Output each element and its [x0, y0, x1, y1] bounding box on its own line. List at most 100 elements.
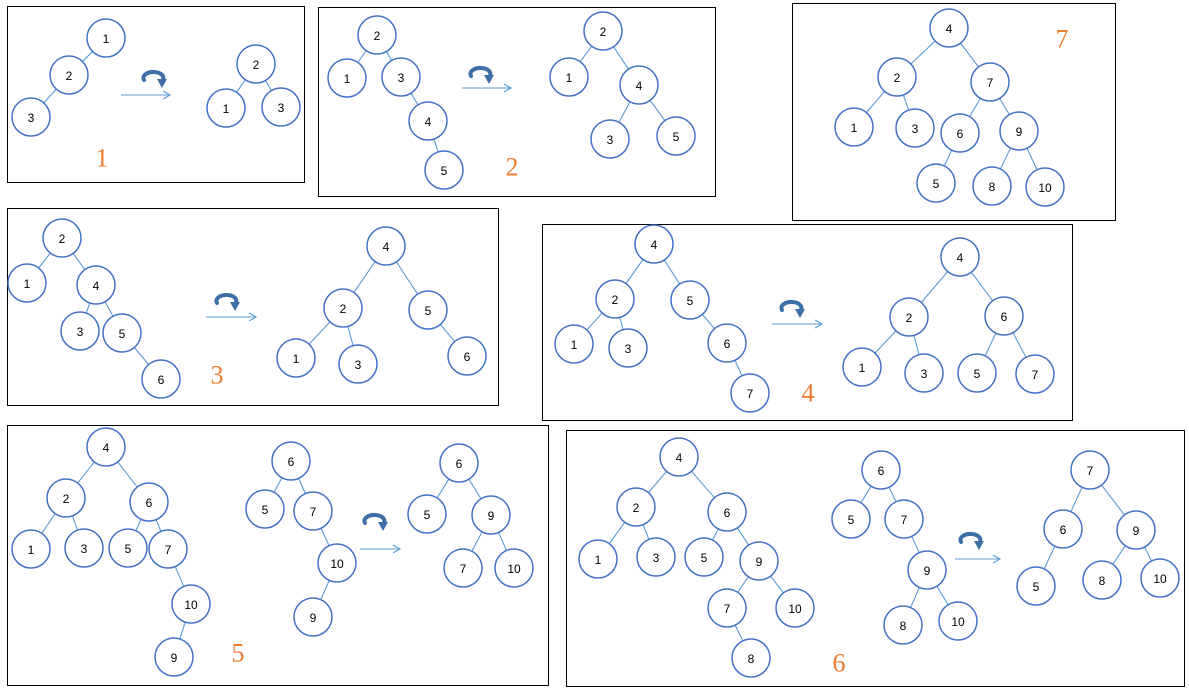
tree-node: 4	[929, 8, 969, 48]
node-label: 5	[441, 164, 448, 178]
tree-node: 2	[616, 487, 656, 527]
tree-edge	[910, 587, 920, 608]
tree-node: 3	[608, 328, 648, 368]
tree-node: 10	[1025, 167, 1065, 207]
tree-node: 5	[424, 150, 464, 190]
tree-node: 2	[323, 288, 363, 328]
node-circle	[684, 537, 724, 577]
node-label: 4	[103, 441, 110, 455]
tree-node: 3	[11, 97, 51, 137]
node-label: 1	[344, 72, 351, 86]
node-circle	[707, 588, 747, 628]
node-label: 4	[93, 279, 100, 293]
node-circle	[49, 55, 89, 95]
node-circle	[1070, 450, 1110, 490]
node-label: 1	[571, 338, 578, 352]
node-circle	[236, 44, 276, 84]
panel-7: 4 2 7 1 3 6 9 5 8 10 7	[834, 8, 1069, 207]
tree-edge	[737, 576, 749, 593]
tree-node: 6	[447, 336, 487, 376]
node-circle	[730, 373, 770, 413]
node-circle	[670, 280, 710, 320]
tree-edge	[770, 575, 784, 594]
node-label: 5	[933, 177, 940, 191]
tree-node: 2	[357, 15, 397, 55]
node-circle	[904, 353, 944, 393]
rotate-arrowhead	[484, 75, 494, 84]
node-label: 2	[66, 69, 73, 83]
tree-node: 7	[1070, 450, 1110, 490]
node-circle	[42, 218, 82, 258]
tree-edge	[71, 515, 79, 531]
tree-edge	[865, 91, 886, 113]
node-circle	[293, 491, 333, 531]
node-circle	[439, 443, 479, 483]
node-circle	[999, 111, 1039, 151]
node-label: 4	[425, 115, 432, 129]
node-circle	[141, 359, 181, 399]
tree-node: 7	[884, 499, 924, 539]
tree-edge	[1144, 546, 1152, 562]
node-circle	[884, 499, 924, 539]
node-circle	[276, 338, 316, 378]
panel-5-tree-3: 6 5 9 7 10	[407, 443, 534, 588]
node-circle	[595, 279, 635, 319]
tree-node: 5	[108, 528, 148, 568]
arrow-head	[814, 319, 824, 329]
node-label: 4	[383, 240, 390, 254]
tree-node: 7	[730, 373, 770, 413]
tree-edge	[999, 98, 1010, 115]
tree-node: 6	[940, 113, 980, 153]
node-label: 9	[924, 564, 931, 578]
node-label: 5	[974, 367, 981, 381]
panel-5-tree-2: 6 5 7 10 9	[245, 441, 357, 637]
transform-arrow	[462, 65, 513, 93]
tree-edge	[960, 42, 979, 68]
tree-node: 2	[236, 44, 276, 84]
tree-edge	[649, 100, 666, 121]
node-circle	[1082, 560, 1122, 600]
node-circle	[408, 101, 448, 141]
tree-node: 2	[595, 279, 635, 319]
tree-edge	[77, 461, 95, 484]
node-label: 6	[724, 337, 731, 351]
tree-edge	[498, 532, 507, 551]
node-label: 1	[223, 102, 230, 116]
node-circle	[357, 15, 397, 55]
node-circle	[940, 237, 980, 277]
node-label: 5	[687, 294, 694, 308]
tree-node: 6	[984, 296, 1024, 336]
tree-edge	[320, 580, 330, 600]
tree-node: 10	[494, 548, 534, 588]
tree-node: 3	[895, 108, 935, 148]
tree-node: 1	[549, 57, 589, 97]
node-circle	[731, 638, 771, 678]
tree-edge	[625, 259, 644, 284]
node-label: 7	[165, 543, 172, 557]
tree-node: 6	[1043, 509, 1083, 549]
node-circle	[1025, 167, 1065, 207]
node-circle	[245, 489, 285, 529]
node-circle	[889, 297, 929, 337]
node-label: 5	[262, 503, 269, 517]
tree-node: 10	[938, 601, 978, 641]
node-circle	[707, 492, 747, 532]
node-label: 5	[1033, 580, 1040, 594]
node-circle	[970, 62, 1010, 102]
tree-node: 2	[42, 218, 82, 258]
tree-node: 6	[861, 450, 901, 490]
tree-node: 2	[877, 57, 917, 97]
node-label: 4	[636, 79, 643, 93]
tree-edge	[734, 360, 743, 376]
tree-node: 7	[1015, 354, 1055, 394]
tree-edge	[970, 271, 994, 302]
node-label: 5	[848, 513, 855, 527]
tree-node: 4	[408, 101, 448, 141]
node-label: 2	[59, 232, 66, 246]
panel-1-tree-1: 1 2 3	[11, 18, 126, 137]
node-label: 9	[171, 651, 178, 665]
panel-4-tree-2: 4 2 6 1 3 5 7	[842, 237, 1055, 394]
node-label: 2	[340, 302, 347, 316]
tree-edge	[273, 477, 283, 493]
tree-node: 7	[970, 62, 1010, 102]
